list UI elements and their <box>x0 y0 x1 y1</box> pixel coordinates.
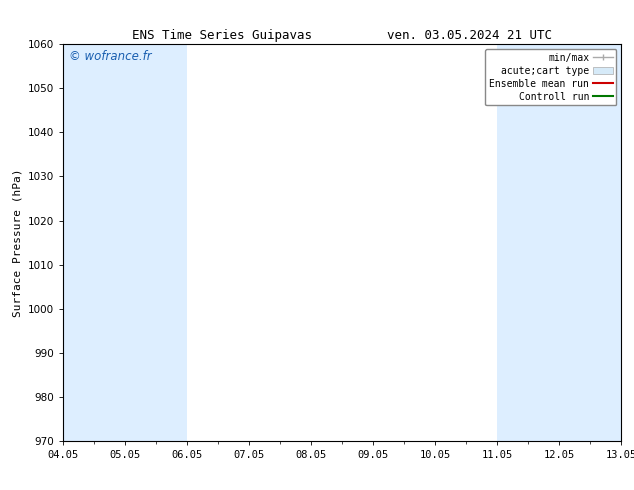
Y-axis label: Surface Pressure (hPa): Surface Pressure (hPa) <box>13 168 23 317</box>
Title: ENS Time Series Guipavas          ven. 03.05.2024 21 UTC: ENS Time Series Guipavas ven. 03.05.2024… <box>133 28 552 42</box>
Text: © wofrance.fr: © wofrance.fr <box>69 50 152 63</box>
Bar <box>497 44 559 441</box>
Bar <box>559 44 621 441</box>
Legend: min/max, acute;cart type, Ensemble mean run, Controll run: min/max, acute;cart type, Ensemble mean … <box>486 49 616 105</box>
Bar <box>63 44 188 441</box>
